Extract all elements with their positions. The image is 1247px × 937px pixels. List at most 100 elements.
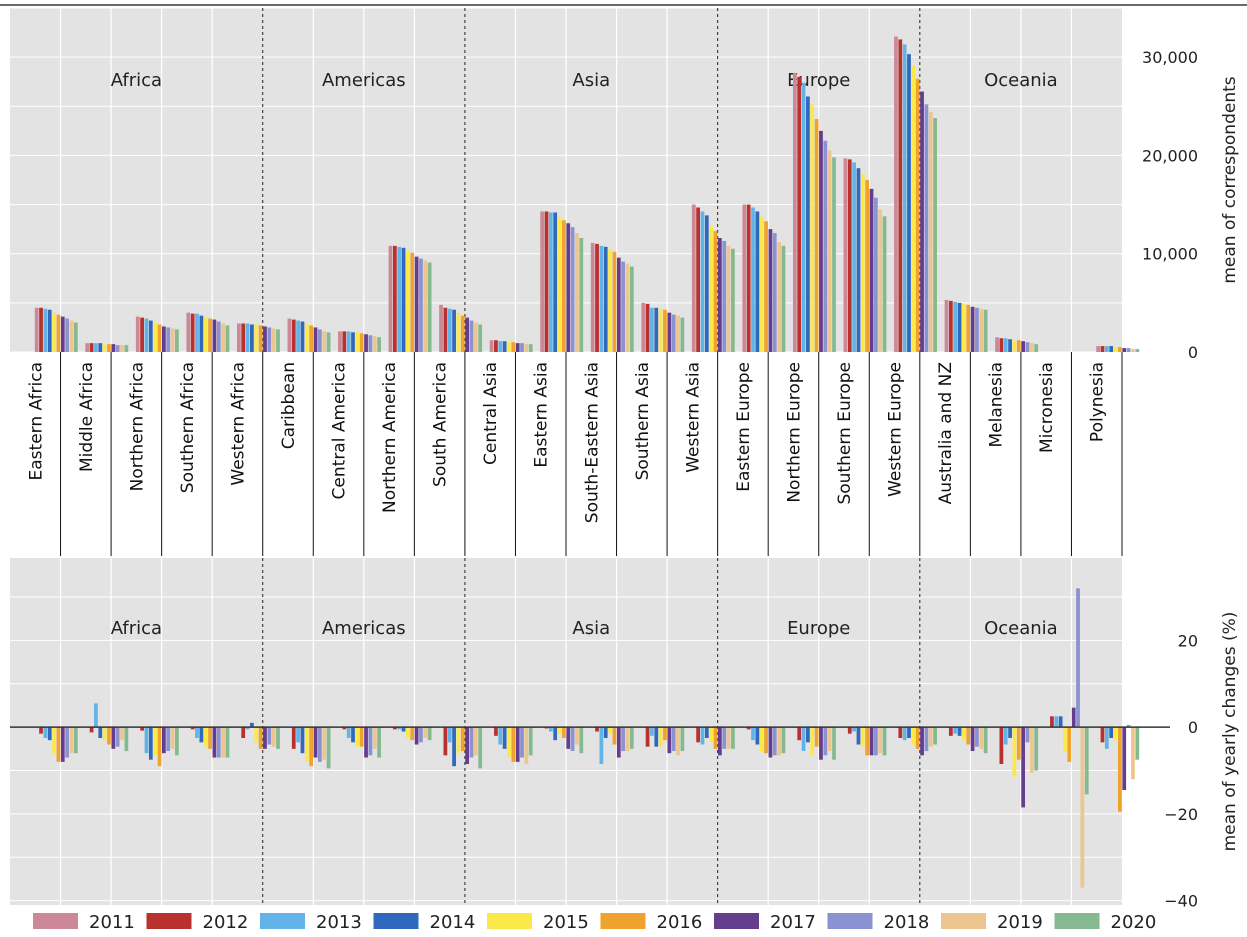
- top-bar-2017: [161, 326, 166, 352]
- bottom-bar-2014: [401, 727, 406, 732]
- bottom-bar-2018: [772, 727, 777, 756]
- top-bar-2020: [731, 248, 735, 352]
- top-bar-2012: [595, 243, 599, 352]
- top-bar-2020: [276, 329, 280, 352]
- bottom-bar-2019: [1029, 727, 1034, 773]
- bottom-bar-2019: [878, 727, 883, 754]
- bottom-bar-2019: [1080, 727, 1085, 888]
- top-bar-2014: [856, 168, 861, 352]
- region-label-europe: Europe: [787, 618, 850, 639]
- bottom-bar-2020: [629, 727, 634, 749]
- top-bar-2014: [553, 212, 558, 352]
- bottom-bar-2018: [570, 727, 575, 752]
- bottom-bar-2015: [203, 727, 208, 747]
- bottom-bar-2012: [1050, 716, 1054, 728]
- top-bar-2015: [102, 344, 107, 352]
- top-bar-2016: [865, 180, 870, 352]
- top-bar-2019: [473, 322, 478, 352]
- top-bar-2020: [377, 337, 381, 352]
- top-y-tick-label: 20,000: [1142, 146, 1198, 165]
- top-bar-2012: [190, 313, 195, 352]
- bottom-bar-2014: [502, 727, 507, 749]
- top-bar-2017: [667, 312, 672, 352]
- bottom-bar-2016: [309, 727, 314, 767]
- top-bar-2012: [494, 340, 498, 352]
- bottom-bar-2012: [696, 727, 700, 743]
- region-label-africa: Africa: [111, 70, 162, 91]
- bottom-bar-2020: [832, 727, 836, 760]
- bottom-bar-2016: [713, 727, 718, 749]
- top-bar-2019: [928, 112, 933, 352]
- top-panel: Africa Americas Asia Europe Oceania010,00020…: [10, 7, 1240, 362]
- top-bar-2012: [89, 343, 94, 352]
- bottom-bar-2017: [1071, 707, 1076, 728]
- bottom-bar-2012: [797, 727, 802, 741]
- bottom-bar-2014: [98, 727, 103, 739]
- top-bar-2015: [406, 250, 410, 352]
- top-bar-2013: [599, 245, 604, 352]
- top-bar-2015: [153, 322, 158, 352]
- top-bar-2014: [300, 321, 305, 352]
- top-bar-2020: [983, 309, 988, 352]
- top-bar-2016: [612, 251, 617, 352]
- bottom-bar-2020: [276, 727, 280, 749]
- top-bar-2012: [797, 76, 802, 353]
- bottom-bar-2015: [810, 727, 815, 756]
- bottom-bar-2013: [1003, 727, 1008, 745]
- top-bar-2016: [1118, 347, 1122, 352]
- bottom-bar-2020: [882, 727, 887, 756]
- top-bar-2012: [241, 323, 246, 352]
- bottom-bar-2016: [157, 727, 162, 767]
- bottom-bar-2012: [898, 727, 903, 739]
- bottom-bar-2018: [671, 727, 676, 752]
- top-bar-2020: [1034, 344, 1039, 352]
- bottom-bar-2015: [153, 727, 158, 756]
- top-bar-2019: [777, 241, 781, 352]
- top-bar-2016: [359, 333, 364, 352]
- subregion-label: Micronesia: [1037, 362, 1057, 453]
- top-bar-2012: [847, 159, 852, 352]
- bottom-bar-2019: [372, 727, 377, 749]
- bottom-bar-2016: [56, 727, 61, 762]
- bottom-bar-2015: [860, 727, 865, 747]
- subregion-label: Eastern Asia: [532, 362, 552, 468]
- bottom-bar-2017: [212, 727, 217, 758]
- top-bar-2019: [625, 263, 630, 352]
- top-bar-2017: [869, 188, 874, 352]
- top-bar-2016: [511, 342, 516, 352]
- bottom-bar-2018: [924, 727, 929, 752]
- bottom-bar-2012: [494, 727, 498, 736]
- top-bar-2019: [979, 308, 984, 352]
- bottom-bar-2016: [511, 727, 516, 762]
- bottom-bar-2016: [359, 727, 364, 747]
- top-bar-2019: [120, 345, 124, 352]
- legend-swatch-2014: [373, 913, 419, 929]
- bottom-bar-2020: [377, 727, 381, 758]
- legend-swatch-2018: [827, 913, 873, 929]
- bottom-bar-2018: [1025, 727, 1030, 743]
- top-bar-2014: [704, 215, 709, 352]
- bottom-bar-2014: [603, 727, 608, 739]
- bottom-panel: Africa Americas Asia Europe Oceania −40 −20 0 20…: [10, 558, 1240, 911]
- bottom-bar-2014: [856, 727, 861, 745]
- top-bar-2016: [107, 344, 111, 352]
- bottom-bar-2016: [107, 727, 111, 745]
- bottom-bar-2015: [557, 727, 562, 734]
- bottom-y-tick-label: −20: [1164, 805, 1198, 824]
- top-bar-2014: [654, 307, 659, 352]
- subregion-label: Northern Africa: [127, 362, 147, 491]
- top-bar-2018: [216, 321, 221, 352]
- bottom-bar-2015: [1012, 727, 1017, 778]
- bottom-bar-2014: [199, 727, 204, 743]
- top-bar-2017: [212, 319, 217, 352]
- top-bar-2018: [1025, 342, 1030, 352]
- top-bar-2011: [186, 312, 191, 352]
- top-bar-2013: [144, 318, 149, 352]
- bottom-bar-2014: [300, 727, 305, 754]
- bottom-bar-2013: [144, 727, 149, 754]
- top-bar-2015: [759, 216, 764, 352]
- top-bar-2020: [680, 317, 685, 352]
- bottom-bar-2019: [676, 727, 680, 756]
- bottom-bar-2015: [1113, 727, 1118, 741]
